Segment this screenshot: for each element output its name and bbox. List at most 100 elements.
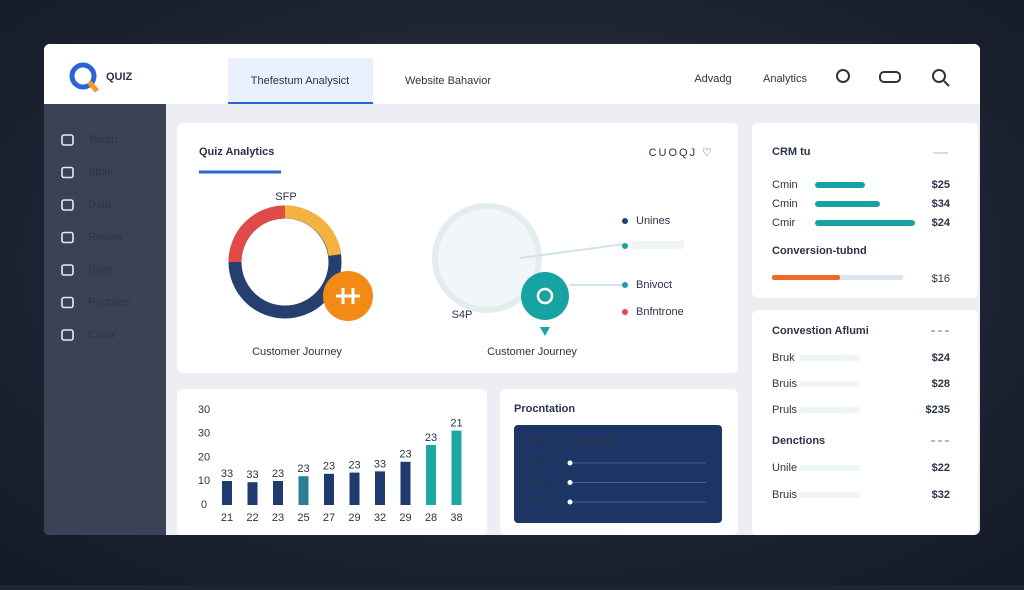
tab[interactable]: Website Bahavior <box>405 75 491 87</box>
row-label: Bruis <box>772 378 798 390</box>
bar-tag: 23 <box>323 461 335 473</box>
bar-tag: 23 <box>399 449 411 461</box>
nav-link[interactable]: Advadg <box>694 73 731 85</box>
row-value: $24 <box>932 352 951 364</box>
row-label: Cmin <box>772 198 798 210</box>
x-tick-label: 38 <box>450 512 462 524</box>
nav-link[interactable]: Analytics <box>763 73 808 85</box>
bar <box>400 461 411 505</box>
bar-tag: 23 <box>348 460 360 472</box>
section-title: Denctions <box>772 435 825 447</box>
bar-tag: 23 <box>297 463 309 475</box>
sidebar-icon <box>61 199 74 211</box>
row-label: Bruis <box>772 489 798 501</box>
bar <box>426 445 436 505</box>
x-tick-label: 22 <box>246 512 258 524</box>
x-tick-label: 23 <box>272 512 284 524</box>
progress <box>772 275 840 280</box>
pin-icon[interactable] <box>836 69 850 83</box>
row-value: $235 <box>926 404 950 416</box>
row-value: $34 <box>932 198 951 210</box>
x-tick-label: 28 <box>425 512 437 524</box>
node-pointer <box>540 327 550 336</box>
sidebar <box>44 104 166 535</box>
row-dot <box>567 460 573 466</box>
row-bar <box>800 492 860 498</box>
row-label: Pruls <box>772 404 798 416</box>
donut-segment <box>284 205 342 257</box>
legend-dot <box>622 243 628 249</box>
sidebar-item[interactable]: Dain <box>88 199 111 211</box>
row-dot <box>567 480 573 485</box>
button-icon <box>336 288 360 304</box>
donut-segment <box>228 205 286 263</box>
row-bar <box>800 355 860 361</box>
bar <box>247 482 258 505</box>
caption: Customer Journey <box>252 346 342 358</box>
row-value: $22 <box>932 462 950 474</box>
y-tick-label: 10 <box>198 475 210 487</box>
row-value: $32 <box>932 489 950 501</box>
card-title: Procntation <box>514 403 575 415</box>
battery-icon[interactable] <box>879 71 901 83</box>
x-tick-label: 32 <box>374 512 386 524</box>
row-label: Cmin <box>772 179 798 191</box>
y-tick-label: 30 <box>198 404 210 416</box>
tab[interactable]: Thefestum Analysict <box>251 75 349 87</box>
bar-tag: 33 <box>374 458 386 470</box>
row-label: Phan <box>528 496 554 508</box>
progress <box>815 220 915 226</box>
journey-circle <box>432 203 542 313</box>
sidebar-icon <box>61 296 74 309</box>
progress <box>815 182 865 188</box>
sidebar-item[interactable]: Takan <box>88 134 117 146</box>
bar-tag: 23 <box>425 432 437 444</box>
legend-item: Unines <box>636 215 671 227</box>
legend-item: Bnivoct <box>636 279 672 291</box>
sidebar-item[interactable]: Svan <box>88 264 113 276</box>
sidebar-item[interactable]: Resein <box>88 231 122 243</box>
active-tab[interactable] <box>228 58 373 104</box>
bar-tag: 21 <box>450 418 462 430</box>
data-panel <box>514 425 722 523</box>
bar <box>375 471 385 505</box>
bar <box>451 430 462 505</box>
sidebar-icon <box>61 166 74 179</box>
sidebar-icon <box>61 134 74 146</box>
column-header: Dels <box>528 436 551 448</box>
row-bar <box>800 381 860 387</box>
logo-icon <box>69 62 97 90</box>
sidebar-item[interactable]: Cnan <box>88 329 114 341</box>
search-icon[interactable] <box>932 69 946 83</box>
y-tick-label: 0 <box>201 499 207 511</box>
bar <box>273 481 283 505</box>
progress <box>815 201 880 207</box>
sidebar-icon <box>61 264 74 276</box>
row-dot <box>567 499 573 505</box>
bar-tag: 23 <box>272 468 284 480</box>
logo: QUIZ <box>106 71 133 83</box>
connector <box>519 243 626 259</box>
card-title: Quiz Analytics <box>199 146 274 158</box>
x-tick-label: 25 <box>297 512 309 524</box>
node-icon <box>536 287 554 305</box>
sidebar-item[interactable]: Sthle <box>88 166 113 178</box>
bar-tag: 33 <box>246 469 258 481</box>
header <box>44 44 980 104</box>
legend-dot <box>622 282 628 288</box>
sidebar-item[interactable]: Pyctales <box>88 296 130 308</box>
column-header: Aseorout <box>567 436 616 448</box>
bar <box>324 473 334 505</box>
legend-item: Bnfntrone <box>636 306 684 318</box>
row-label: Rom <box>528 457 551 469</box>
bar <box>222 481 232 505</box>
legend-dot <box>622 309 628 315</box>
card-title: CRM tu <box>772 146 811 158</box>
sidebar-icon <box>61 231 74 244</box>
x-tick-label: 21 <box>221 512 233 524</box>
card <box>752 310 978 535</box>
y-tick-label: 30 <box>198 428 210 440</box>
row-label: Unile <box>772 462 797 474</box>
bar-tag: 33 <box>221 468 233 480</box>
